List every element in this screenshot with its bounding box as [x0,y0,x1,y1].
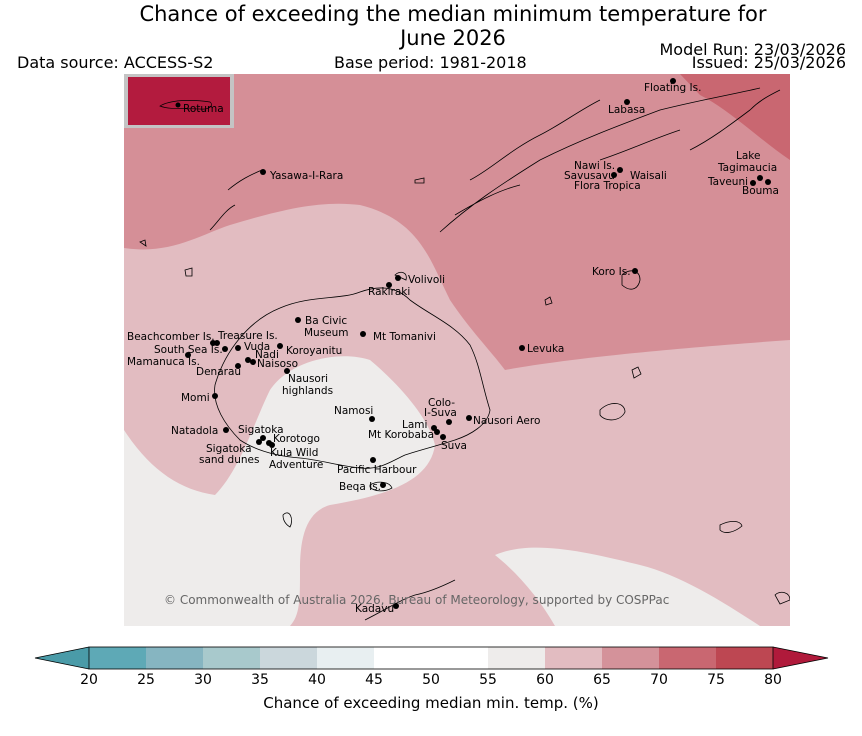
colorbar [34,646,829,670]
place-label: Koro Is. [592,266,631,278]
map-title-line2: June 2026 [400,26,506,50]
band-55-60-southeast [495,547,760,626]
place-label: Museum [304,327,349,339]
place-label: Sigatoka [206,443,252,455]
colorbar-segment [659,647,717,669]
colorbar-tick-label: 60 [536,672,554,688]
inset-coastline [159,100,212,110]
place-label: I-Suva [424,407,457,419]
place-markers [185,78,771,609]
place-label: Naisoso [257,358,298,370]
place-label: Sigatoka [238,424,284,436]
colorbar-segment [317,647,375,669]
place-label: Rakiraki [368,286,410,298]
colorbar-tick-label: 70 [650,672,668,688]
place-label: Mt Korobaba [368,429,434,441]
place-label: Kula Wild [270,447,318,459]
colorbar-segment [374,647,432,669]
map-title-line1: Chance of exceeding the median minimum t… [139,2,767,26]
place-label: Nausori Aero [473,415,540,427]
colorbar-tick-label: 35 [251,672,269,688]
colorbar-tick-label: 30 [194,672,212,688]
place-label: Ba Civic [305,315,347,327]
model-run: Model Run: 23/03/2026 [659,40,847,59]
place-label: Vuda [244,341,270,353]
colorbar-segment [488,647,546,669]
place-label: Volivoli [408,274,445,286]
place-label: highlands [282,385,333,397]
place-label: Adventure [269,459,323,471]
place-label: Pacific Harbour [337,464,417,476]
band-55-60-west [124,356,435,626]
colorbar-tick-label: 65 [593,672,611,688]
colorbar-segment [602,647,660,669]
colorbar-under-arrow [35,647,89,669]
colorbar-segment [716,647,774,669]
place-label: Waisali [630,170,667,182]
place-label: South Sea Is. [154,344,223,356]
place-label: Namosi [334,405,373,417]
place-label: Savusavu [564,170,615,182]
place-label: Korotogo [273,433,320,445]
place-label: Lami [402,419,427,431]
place-label: Labasa [608,104,645,116]
place-label: Treasure Is. [217,330,278,342]
place-label: Koroyanitu [286,345,342,357]
place-label: Levuka [527,343,564,355]
colorbar-tick-label: 20 [80,672,98,688]
colorbar-tick-label: 25 [137,672,155,688]
place-label: Yasawa-I-Rara [269,170,343,182]
place-label: Lake [736,150,760,162]
place-labels: Floating Is. Labasa Yasawa-I-Rara Nawi I… [127,82,779,615]
colorbar-segment [545,647,603,669]
place-label: Floating Is. [644,82,701,94]
inset-rotuma-dot [175,102,181,108]
colorbar-segment [431,647,489,669]
place-label: sand dunes [199,454,259,466]
place-label: Bouma [742,185,779,197]
colorbar-tick-label: 55 [479,672,497,688]
colorbar-tick-label: 40 [308,672,326,688]
place-label: Taveuni [707,176,748,188]
place-label: Natadola [171,425,218,437]
place-label: Mamanuca Is. [127,356,200,368]
colorbar-tick-label: 75 [707,672,725,688]
place-label: Flora Tropica [574,180,641,192]
place-label: Tagimaucia [717,162,777,174]
place-label: Beachcomber Is. [127,331,215,343]
place-label: Colo- [428,397,455,409]
place-label: Mt Tomanivi [373,331,436,343]
place-label: Nadi [255,349,279,361]
coastlines [139,87,790,621]
place-label: Beqa Is. [339,481,381,493]
base-period: Base period: 1981-2018 [334,53,527,72]
inset-rotuma-label: Rotuma [183,103,224,115]
colorbar-over-arrow [773,647,828,669]
colorbar-segment [203,647,261,669]
place-label: Nawi Is. [574,160,615,172]
place-label: Denarau [196,366,241,378]
place-label: Kadavu [355,603,394,615]
colorbar-segment [146,647,204,669]
place-label: Nausori [288,373,328,385]
colorbar-segment [89,647,147,669]
colorbar-segment [260,647,318,669]
colorbar-tick-label: 50 [422,672,440,688]
copyright-notice: © Commonwealth of Australia 2026, Bureau… [164,593,669,607]
data-source: Data source: ACCESS-S2 [17,53,214,72]
issued-date: Issued: 25/03/2026 [691,53,846,72]
band-70-75 [680,74,790,160]
place-label: Suva [441,440,467,452]
place-label: Momi [181,392,210,404]
colorbar-tick-label: 80 [764,672,782,688]
colorbar-title: Chance of exceeding median min. temp. (%… [263,694,599,712]
colorbar-tick-label: 45 [365,672,383,688]
